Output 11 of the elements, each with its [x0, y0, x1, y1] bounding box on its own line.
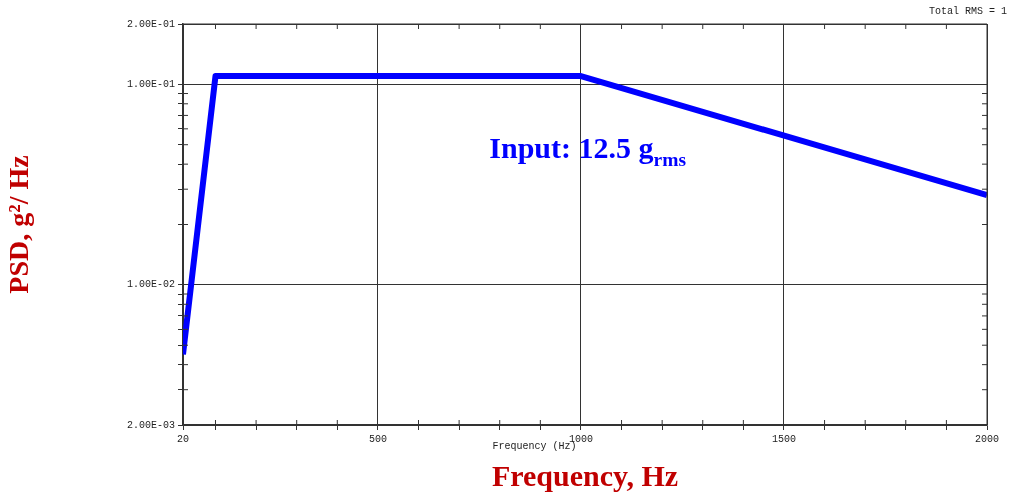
x-tick-label: 20	[176, 433, 190, 445]
x-tick-label: 500	[368, 433, 387, 445]
y-tick-label: 2.00E-01	[126, 18, 175, 30]
y-tick-label: 2.00E-03	[126, 419, 175, 431]
text: Total RMS = 1	[928, 6, 1007, 17]
x-axis-title: Frequency, Hz	[491, 458, 679, 492]
y-tick-label: 1.00E-02	[126, 279, 175, 291]
y-axis-title: PSD, g²/ Hz	[3, 155, 35, 294]
x-tick-label: 1500	[771, 433, 796, 445]
y-tick-label: 1.00E-01	[126, 79, 175, 90]
x-tick-label: 2000	[974, 433, 1000, 445]
